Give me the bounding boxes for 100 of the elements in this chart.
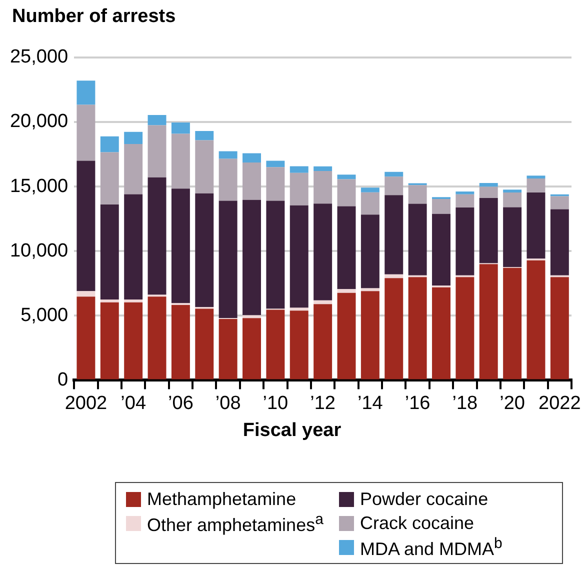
bar [195,140,214,194]
x-tick-label: ’12 [310,392,336,414]
bar [479,198,498,264]
x-tick-label: ’04 [120,392,146,414]
bar [526,192,546,259]
bar [242,200,261,316]
bar [290,166,308,173]
bar [408,277,427,380]
bar [195,308,214,380]
bar [218,200,238,318]
bar [456,207,474,276]
bar [266,160,285,168]
legend-label: Other amphetamines$^{a}$ [147,510,324,536]
bar [76,104,96,161]
bar [526,260,546,380]
bar [503,207,522,267]
y-tick-label: 25,000 [10,46,68,68]
bar [384,278,404,380]
bar [503,192,522,208]
bar [124,300,143,302]
bar [408,204,427,276]
y-tick-label: 5,000 [20,304,68,326]
x-tick-label: 2002 [64,392,108,414]
x-tick-label: ’18 [452,392,478,414]
bar [314,204,332,300]
bar [148,114,166,126]
bar [76,80,96,105]
y-tick-label: 10,000 [10,240,68,262]
bar [171,188,190,304]
bar [337,289,356,293]
x-tick-label: ’16 [404,392,430,414]
bar [218,318,238,380]
bar [266,200,285,309]
bar [384,195,404,274]
bar [479,186,498,198]
bar [100,300,119,302]
bar [218,151,238,159]
bar [171,122,190,134]
x-tick-label: ’14 [358,392,384,414]
bar [360,188,380,192]
bar [526,176,546,179]
bar [360,214,380,288]
bar [218,158,238,201]
bar [124,132,143,144]
bar [100,152,119,204]
y-tick-label: 20,000 [10,111,68,132]
bar [290,310,308,380]
bar [148,177,166,295]
bar [290,172,308,206]
bar [76,296,96,380]
bar [456,194,474,208]
y-tick-label: 0 [58,369,68,390]
bar [479,264,498,380]
bar [384,274,404,278]
bar [408,185,427,204]
bar [266,167,285,201]
bar [550,196,569,210]
bar [337,292,356,380]
bar [100,136,119,152]
legend-label: Crack cocaine [360,512,474,534]
y-axis-title: Number of arrests [12,6,176,28]
bar [148,125,166,178]
bar [337,206,356,290]
bar [456,277,474,380]
bar [550,277,569,380]
bar [503,190,522,192]
x-tick-label: ’20 [500,392,525,414]
bar [124,302,143,380]
y-tick-label: 15,000 [10,176,68,197]
bar [171,134,190,189]
bar [195,193,214,307]
bar [242,318,261,380]
x-axis-title: Fiscal year [242,420,342,442]
x-tick-label: 2022 [538,392,581,414]
legend-label: MDA and MDMA$^{b}$ [360,534,502,560]
bar [314,171,332,204]
bar [384,176,404,196]
bar [195,131,214,140]
bar [479,183,498,187]
bar [360,192,380,215]
bar [100,204,119,300]
bar [314,304,332,380]
legend-label: Methamphetamine [147,488,296,510]
bar [384,172,404,177]
bar [148,296,166,380]
bar [432,214,450,286]
x-tick-label: ’06 [168,392,194,414]
bar [526,178,546,192]
bar [432,199,450,214]
bar [124,194,143,300]
bar [76,291,96,297]
bar [503,268,522,380]
bar [242,162,261,200]
bar [432,287,450,380]
bar [124,144,143,194]
bar [314,300,332,304]
bar [242,153,261,163]
bar [314,166,332,172]
bar [550,209,569,276]
legend-label: Powder cocaine [360,488,488,510]
